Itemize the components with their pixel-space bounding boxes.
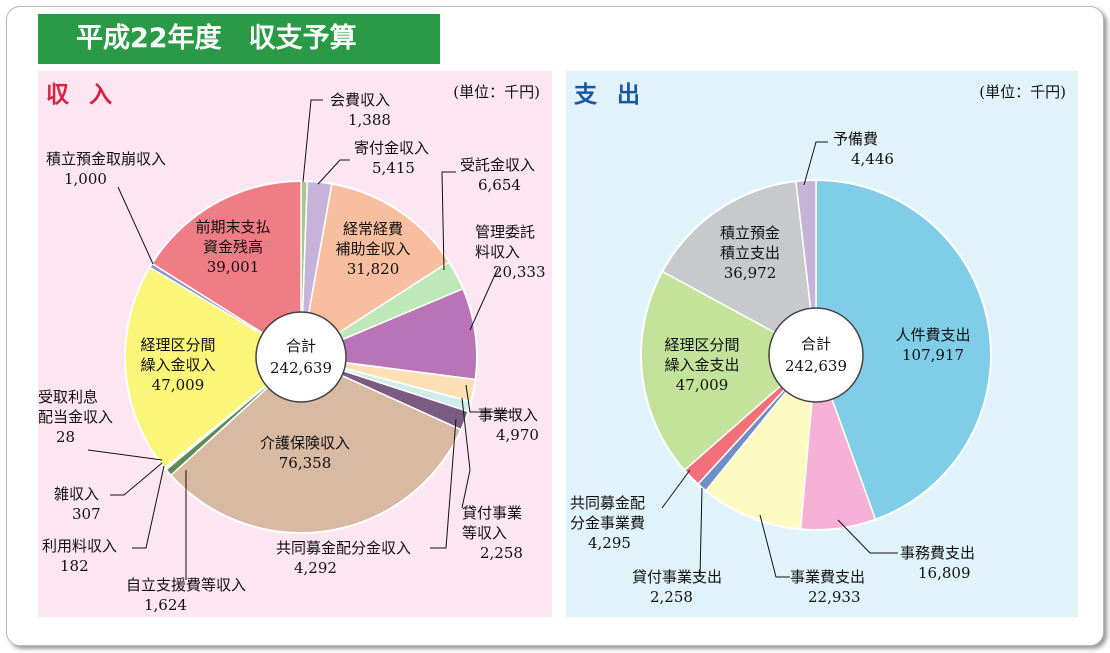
income-slice-label-4: 受託金収入	[460, 156, 535, 174]
income-heading: 収入	[46, 82, 132, 108]
expense-total-value: 242,639	[785, 357, 847, 375]
income-slice-value-12: 307	[72, 505, 101, 523]
expense-slice-value-5: 4,295	[588, 534, 631, 552]
page-title: 平成22年度 収支予算	[38, 14, 440, 64]
expense-leader-5	[661, 469, 691, 509]
income-slice-label-15: 積立預金取崩収入	[46, 150, 166, 168]
income-slice-label-16: 前期末支払	[195, 218, 270, 236]
expense-slice-label-7: 積立支出	[720, 244, 780, 262]
income-leader-11	[132, 465, 165, 549]
income-slice-value-1: 1,388	[348, 111, 391, 129]
income-slice-value-7: 2,258	[480, 544, 523, 562]
income-slice-label-2: 寄付金収入	[354, 139, 429, 157]
income-leader-8	[430, 418, 457, 549]
income-slice-value-13: 28	[56, 428, 75, 446]
income-leader-6	[465, 384, 520, 413]
income-leader-1	[302, 99, 323, 183]
income-leader-2	[317, 159, 350, 185]
expense-slice-label-6: 繰入金支出	[664, 356, 739, 374]
income-unit-label: (単位：千円)	[453, 83, 540, 101]
income-slice-value-9: 76,358	[279, 454, 332, 472]
income-leader-15	[117, 186, 154, 265]
expense-slice-label-5: 共同募金配	[570, 494, 645, 512]
expense-slice-label-7: 積立預金	[720, 224, 780, 242]
income-slice-label-12: 雑収入	[54, 485, 99, 503]
income-slice-label-7: 等収入	[462, 524, 507, 542]
expense-leader-8	[803, 141, 828, 186]
expense-total-label: 合計	[801, 335, 831, 353]
expense-leader-3	[759, 514, 790, 578]
expense-slice-value-3: 22,933	[808, 588, 861, 606]
income-slice-label-6: 事業収入	[478, 406, 538, 424]
income-slice-label-9: 介護保険収入	[260, 434, 350, 452]
income-leader-12	[110, 462, 163, 496]
income-slice-value-15: 1,000	[64, 170, 107, 188]
income-slice-value-11: 182	[60, 557, 89, 575]
income-slice-value-8: 4,292	[294, 559, 337, 577]
income-slice-label-5: 管理委託	[475, 223, 535, 241]
income-leader-13	[87, 449, 163, 461]
income-total-value: 242,639	[270, 359, 332, 377]
income-slice-value-6: 4,970	[496, 426, 539, 444]
income-slice-label-8: 共同募金配分金収入	[276, 539, 411, 557]
expense-slice-label-2: 事務費支出	[900, 544, 975, 562]
income-slice-label-16: 資金残高	[203, 238, 263, 256]
expense-slice-value-6: 47,009	[676, 376, 729, 394]
expense-pie-outline	[640, 179, 992, 531]
income-pie-outline	[124, 180, 478, 534]
expense-leader-2	[837, 519, 898, 554]
income-slice-label-5: 料収入	[475, 243, 520, 261]
income-leader-5	[469, 267, 499, 331]
income-slice-label-13: 受取利息	[38, 388, 98, 406]
income-slice-label-14: 繰入金収入	[140, 356, 215, 374]
income-total-label: 合計	[286, 337, 316, 355]
income-slice-value-3: 31,820	[347, 260, 400, 278]
income-slice-value-5: 20,333	[493, 263, 546, 281]
expense-slice-value-7: 36,972	[724, 264, 777, 282]
income-leader-7	[461, 397, 471, 509]
income-leader-4	[441, 171, 456, 271]
income-slice-label-14: 経理区分間	[140, 336, 215, 354]
income-slice-label-11: 利用料収入	[42, 537, 117, 555]
expense-slice-value-1: 107,917	[902, 346, 964, 364]
income-slice-label-1: 会費収入	[330, 91, 390, 109]
expense-slice-label-1: 人件費支出	[895, 326, 970, 344]
expense-slice-label-8: 予備費	[833, 130, 878, 148]
income-slice-value-10: 1,624	[144, 596, 187, 614]
expense-slice-label-3: 事業費支出	[790, 568, 865, 586]
expense-slice-value-2: 16,809	[918, 564, 971, 582]
income-slice-label-3: 経常経費	[343, 220, 403, 238]
income-slice-value-16: 39,001	[207, 258, 260, 276]
expense-leader-4	[699, 487, 703, 578]
expense-slice-value-4: 2,258	[650, 588, 693, 606]
expense-unit-label: (単位：千円)	[979, 83, 1066, 101]
income-slice-label-7: 貸付事業	[462, 504, 522, 522]
income-center-hole	[255, 311, 347, 403]
income-slice-label-3: 補助金収入	[335, 240, 410, 258]
expense-center-hole	[768, 307, 864, 403]
income-slice-value-2: 5,415	[372, 159, 415, 177]
income-slice-label-13: 配当金収入	[38, 408, 113, 426]
income-slice-label-10: 自立支援費等収入	[126, 576, 246, 594]
expense-slice-label-5: 分金事業費	[570, 514, 645, 532]
expense-heading: 支出	[574, 82, 660, 108]
expense-slice-label-6: 経理区分間	[664, 336, 739, 354]
expense-slice-label-4: 貸付事業支出	[632, 568, 722, 586]
income-slice-value-4: 6,654	[478, 176, 521, 194]
income-slice-value-14: 47,009	[152, 376, 205, 394]
expense-slice-value-8: 4,446	[851, 150, 894, 168]
expense-pie-chart: 合計 242,639 人件費支出 107,917 事務費支出 16,809 事業費支出 22,…	[570, 130, 992, 606]
